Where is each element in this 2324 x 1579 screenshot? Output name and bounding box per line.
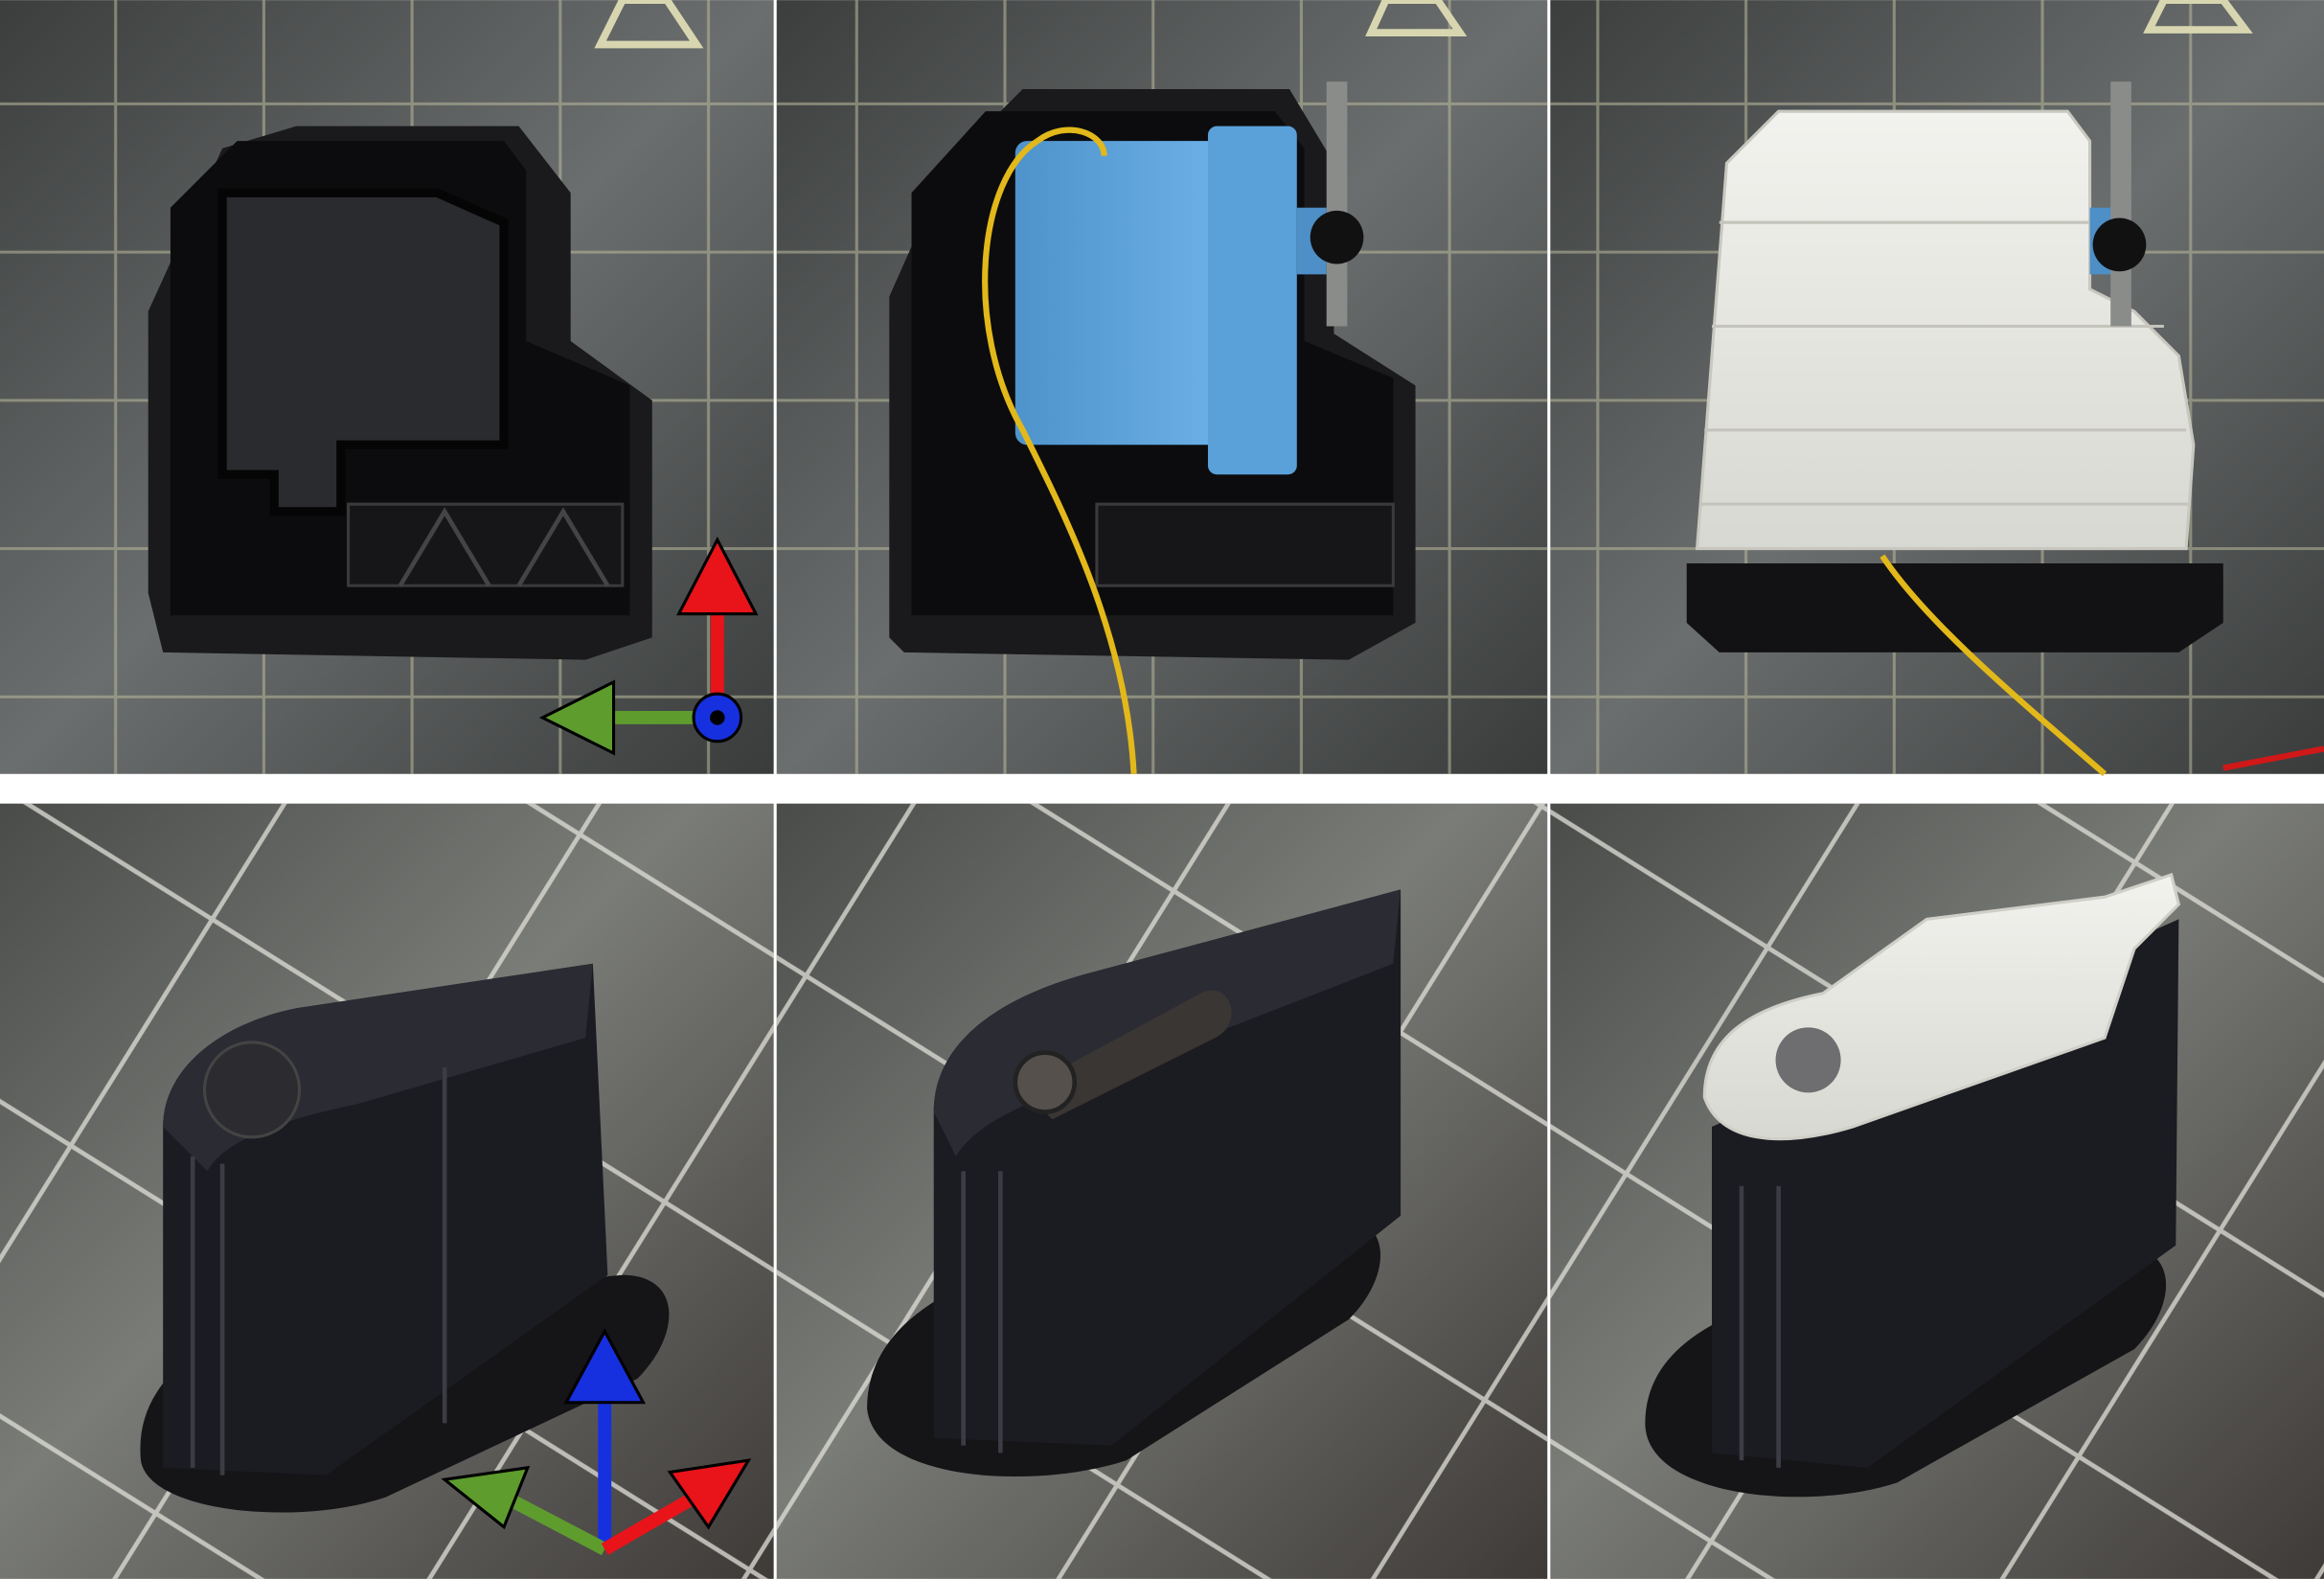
panel-bottom-3: [1550, 803, 2324, 1579]
panel-top-1: [0, 0, 774, 774]
axis-gizmo-top: [538, 536, 759, 756]
panel-top-2: [776, 0, 1548, 774]
panel-bottom-1: [0, 803, 774, 1579]
panel-bottom-2: [776, 803, 1548, 1579]
panel-top-3: [1550, 0, 2324, 777]
axis-gizmo-bottom: [441, 1328, 752, 1556]
